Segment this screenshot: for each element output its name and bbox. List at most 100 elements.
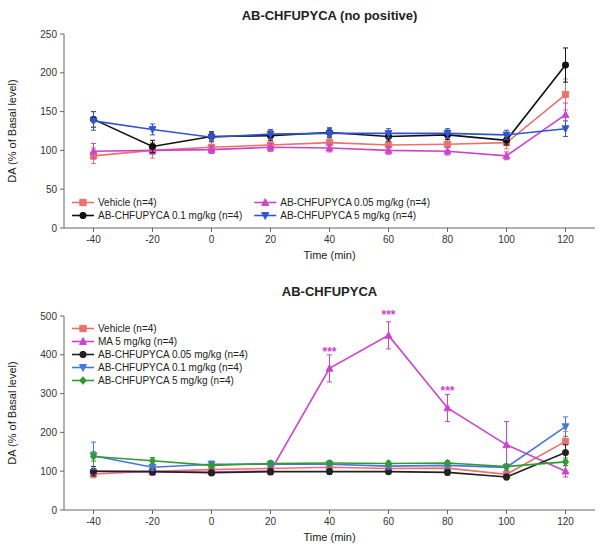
error-bar bbox=[327, 469, 332, 474]
legend: Vehicle (n=4) MA 5 mg/kg (n=4) AB-CHFUPYCA… bbox=[72, 323, 248, 386]
series-line bbox=[94, 456, 566, 466]
data-point bbox=[562, 467, 569, 474]
data-point bbox=[90, 118, 97, 125]
x-tick bbox=[152, 510, 153, 514]
data-point bbox=[149, 143, 155, 149]
x-tick bbox=[329, 510, 330, 514]
y-tick-label: 200 bbox=[40, 67, 57, 78]
error-bar bbox=[91, 452, 96, 461]
data-point bbox=[444, 469, 450, 475]
data-point bbox=[562, 126, 569, 133]
data-point bbox=[326, 468, 332, 474]
legend-item: AB-CHFUPYCA 0.1 mg/kg (n=4) bbox=[72, 210, 242, 221]
data-point bbox=[385, 460, 391, 468]
y-axis-line bbox=[64, 316, 65, 510]
legend-item: Vehicle (n=4) bbox=[72, 197, 157, 208]
legend: Vehicle (n=4) AB-CHFUPYCA 0.05 mg/kg (n=4… bbox=[72, 197, 430, 221]
data-point bbox=[208, 470, 214, 476]
data-point bbox=[149, 127, 156, 134]
x-tick-label: 120 bbox=[557, 516, 574, 527]
y-tick-label: 100 bbox=[40, 466, 57, 477]
error-bar bbox=[150, 140, 155, 152]
series bbox=[90, 452, 568, 471]
annotation: *** bbox=[322, 345, 336, 359]
y-tick-label: 500 bbox=[40, 311, 57, 322]
x-tick bbox=[447, 510, 448, 514]
data-point bbox=[503, 463, 509, 471]
y-tick-label: 50 bbox=[46, 184, 58, 195]
chart: AB-CHFUPYCA0100200300400500-40-200204060… bbox=[6, 284, 595, 543]
data-point bbox=[208, 462, 214, 470]
data-point bbox=[267, 460, 273, 468]
x-tick-label: 120 bbox=[557, 234, 574, 245]
data-point bbox=[267, 143, 274, 150]
x-tick bbox=[211, 510, 212, 514]
y-tick bbox=[60, 432, 64, 433]
y-tick bbox=[60, 471, 64, 472]
series-line bbox=[94, 121, 566, 137]
error-bar bbox=[209, 470, 214, 475]
series bbox=[90, 417, 569, 471]
data-point bbox=[385, 332, 392, 339]
series bbox=[90, 79, 568, 164]
x-tick bbox=[270, 510, 271, 514]
data-point bbox=[208, 146, 215, 153]
legend-marker bbox=[80, 351, 86, 357]
x-tick-label: 60 bbox=[383, 234, 395, 245]
y-tick-label: 400 bbox=[40, 349, 57, 360]
data-point bbox=[326, 459, 332, 467]
data-point bbox=[562, 91, 568, 97]
legend-marker bbox=[80, 212, 86, 218]
y-tick bbox=[60, 111, 64, 112]
x-tick-label: 0 bbox=[209, 234, 215, 245]
x-tick bbox=[506, 228, 507, 232]
y-axis-line bbox=[64, 34, 65, 228]
legend-marker bbox=[79, 338, 86, 345]
x-tick bbox=[152, 228, 153, 232]
annotation: *** bbox=[381, 308, 395, 322]
legend-label: AB-CHFUPYCA 5 mg/kg (n=4) bbox=[98, 375, 234, 386]
legend-item: MA 5 mg/kg (n=4) bbox=[72, 336, 177, 347]
y-axis-label: DA (% of Basal level) bbox=[6, 361, 18, 464]
data-point bbox=[562, 449, 568, 455]
x-tick-label: 40 bbox=[324, 234, 336, 245]
series bbox=[90, 48, 568, 153]
legend-label: AB-CHFUPYCA 0.05 mg/kg (n=4) bbox=[98, 349, 248, 360]
x-tick-label: 0 bbox=[209, 516, 215, 527]
legend-item: Vehicle (n=4) bbox=[72, 323, 157, 334]
data-point bbox=[562, 111, 569, 118]
data-point bbox=[503, 152, 510, 159]
y-tick bbox=[60, 228, 64, 229]
x-tick bbox=[93, 228, 94, 232]
error-bar bbox=[563, 48, 568, 82]
error-bar bbox=[268, 469, 273, 474]
data-point bbox=[562, 438, 568, 444]
legend-label: AB-CHFUPYCA 0.05 mg/kg (n=4) bbox=[280, 197, 430, 208]
y-tick bbox=[60, 393, 64, 394]
x-tick bbox=[506, 510, 507, 514]
data-point bbox=[503, 474, 509, 480]
annotation: *** bbox=[440, 384, 454, 398]
series bbox=[90, 445, 568, 480]
data-point bbox=[562, 458, 568, 466]
x-tick-label: 80 bbox=[442, 234, 454, 245]
legend-item: AB-CHFUPYCA 0.1 mg/kg (n=4) bbox=[72, 362, 242, 373]
legend-marker bbox=[79, 365, 86, 372]
legend-item: AB-CHFUPYCA 5 mg/kg (n=4) bbox=[254, 210, 416, 221]
x-tick-label: 20 bbox=[265, 516, 277, 527]
error-bar bbox=[504, 474, 509, 479]
data-point bbox=[385, 130, 392, 137]
x-tick bbox=[447, 228, 448, 232]
legend-label: Vehicle (n=4) bbox=[98, 197, 157, 208]
error-bar bbox=[563, 458, 568, 466]
x-tick-label: 20 bbox=[265, 234, 277, 245]
y-tick-label: 200 bbox=[40, 427, 57, 438]
series bbox=[90, 103, 569, 160]
x-tick-label: -20 bbox=[145, 234, 160, 245]
y-tick bbox=[60, 72, 64, 73]
legend-marker bbox=[80, 199, 86, 205]
legend-label: MA 5 mg/kg (n=4) bbox=[98, 336, 177, 347]
y-tick bbox=[60, 316, 64, 317]
y-tick-label: 0 bbox=[51, 505, 57, 516]
plot-area bbox=[90, 48, 569, 164]
